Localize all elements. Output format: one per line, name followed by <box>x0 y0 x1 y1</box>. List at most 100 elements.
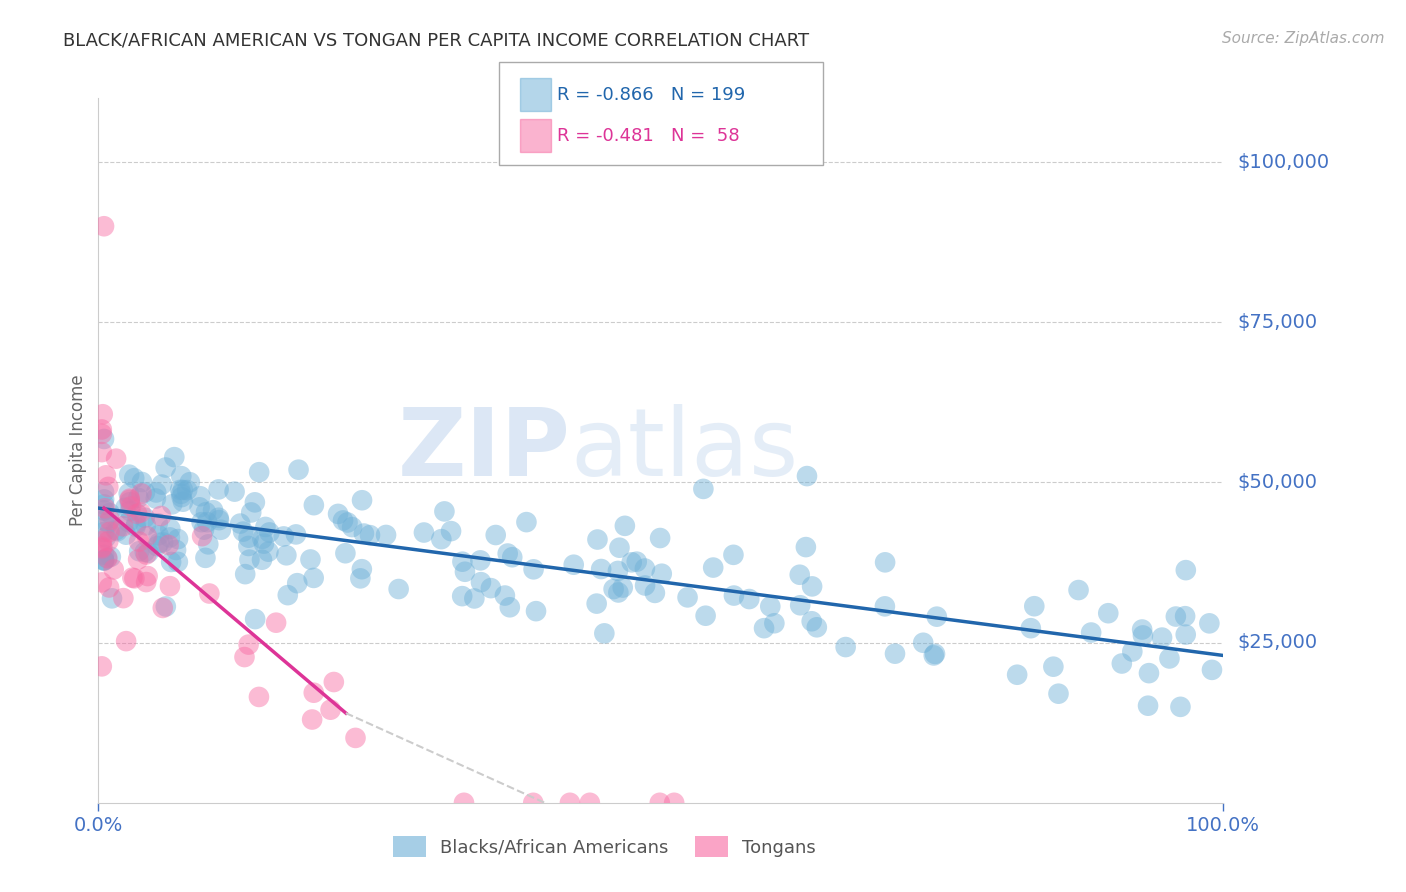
Point <box>152 535 174 549</box>
Point <box>1019 621 1042 635</box>
Point <box>207 483 229 497</box>
Point <box>193 523 215 537</box>
Point <box>169 483 191 497</box>
Point <box>440 524 463 538</box>
Point <box>451 555 474 569</box>
Point <box>98 506 121 520</box>
Point <box>676 591 699 605</box>
Point <box>485 528 508 542</box>
Point <box>238 552 260 566</box>
Point <box>179 475 201 490</box>
Point <box>922 648 945 663</box>
Point <box>232 524 254 539</box>
Point <box>723 589 745 603</box>
Point <box>98 513 121 527</box>
Point <box>240 505 263 519</box>
Point <box>93 553 115 567</box>
Point <box>159 530 181 544</box>
Point <box>1121 644 1143 658</box>
Point <box>585 597 607 611</box>
Point <box>763 616 786 631</box>
Point <box>287 463 309 477</box>
Point <box>875 555 897 569</box>
Point <box>634 561 657 575</box>
Point <box>91 541 114 556</box>
Point <box>90 534 112 549</box>
Point <box>159 579 181 593</box>
Point <box>302 498 325 512</box>
Point <box>359 528 381 542</box>
Point <box>97 480 120 494</box>
Point <box>1198 616 1220 631</box>
Point <box>127 552 149 566</box>
Point <box>322 675 344 690</box>
Point <box>197 537 219 551</box>
Point <box>1067 582 1090 597</box>
Point <box>558 796 581 810</box>
Point <box>188 489 211 503</box>
Point <box>155 460 177 475</box>
Point <box>789 567 811 582</box>
Point <box>115 634 138 648</box>
Point <box>264 615 287 630</box>
Point <box>1130 623 1153 637</box>
Point <box>335 546 357 560</box>
Point <box>172 483 194 497</box>
Point <box>801 579 824 593</box>
Point <box>350 562 373 576</box>
Point <box>124 571 146 585</box>
Point <box>172 494 194 508</box>
Point <box>159 522 181 536</box>
Point <box>250 553 273 567</box>
Point <box>586 533 609 547</box>
Point <box>118 495 141 509</box>
Point <box>606 564 628 578</box>
Point <box>90 426 112 441</box>
Point <box>160 555 183 569</box>
Point <box>834 640 856 654</box>
Point <box>738 592 761 607</box>
Point <box>1024 599 1046 614</box>
Point <box>93 492 115 507</box>
Point <box>191 529 214 543</box>
Point <box>1159 651 1181 665</box>
Point <box>129 506 152 520</box>
Point <box>195 515 218 529</box>
Text: Source: ZipAtlas.com: Source: ZipAtlas.com <box>1222 31 1385 46</box>
Point <box>202 503 225 517</box>
Point <box>925 609 948 624</box>
Point <box>135 575 157 590</box>
Point <box>252 532 274 546</box>
Point <box>1201 663 1223 677</box>
Point <box>695 608 717 623</box>
Point <box>340 520 363 534</box>
Point <box>93 485 115 500</box>
Point <box>93 553 115 567</box>
Point <box>118 504 141 518</box>
Point <box>98 581 121 595</box>
Text: $75,000: $75,000 <box>1237 313 1317 332</box>
Point <box>165 543 187 558</box>
Point <box>524 604 547 618</box>
Text: atlas: atlas <box>571 404 799 497</box>
Point <box>93 554 115 568</box>
Point <box>284 527 307 541</box>
Point <box>912 636 935 650</box>
Point <box>150 508 173 523</box>
Point <box>1080 625 1102 640</box>
Point <box>648 531 671 545</box>
Point <box>494 589 516 603</box>
Point <box>120 500 142 514</box>
Point <box>1174 609 1197 624</box>
Text: R = -0.866   N = 199: R = -0.866 N = 199 <box>557 86 745 103</box>
Point <box>759 599 782 614</box>
Point <box>90 445 112 459</box>
Point <box>145 485 167 500</box>
Point <box>1174 563 1197 577</box>
Point <box>209 523 232 537</box>
Point <box>125 516 148 531</box>
Point <box>131 475 153 489</box>
Point <box>344 731 367 745</box>
Point <box>97 534 120 549</box>
Point <box>105 451 128 466</box>
